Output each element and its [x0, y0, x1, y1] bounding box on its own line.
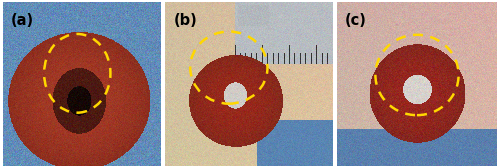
Text: (a): (a) — [11, 13, 34, 29]
Text: (c): (c) — [345, 13, 367, 29]
Text: (b): (b) — [174, 13, 197, 29]
